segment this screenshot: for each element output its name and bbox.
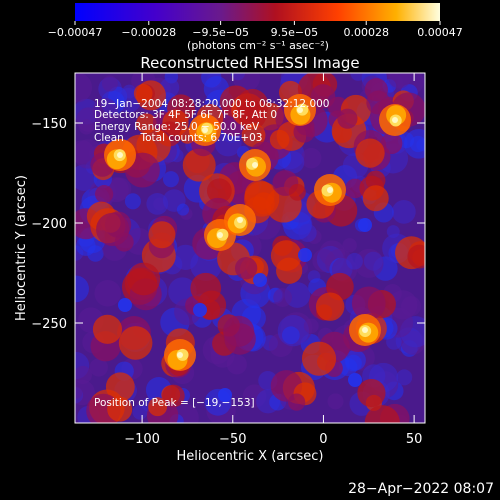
- colorbar-tick-label: 0.00047: [417, 26, 463, 39]
- colorbar: [75, 3, 440, 21]
- colorbar-ticks: −0.00047 −0.00028 −9.5e−05 9.5e−05 0.00028 0.…: [48, 21, 463, 39]
- colorbar-tick-label: −0.00028: [121, 26, 176, 39]
- heatmap-image: [75, 73, 425, 423]
- colorbar-tick-label: −0.00047: [48, 26, 103, 39]
- plot-frame: [74, 72, 426, 424]
- colorbar-tick-label: 0.00028: [343, 26, 389, 39]
- x-axis-label: Heliocentric X (arcsec): [177, 449, 324, 464]
- y-tick-label: −150: [31, 117, 67, 132]
- chart-title: Reconstructed RHESSI Image: [140, 54, 359, 72]
- x-tick-label: 50: [406, 432, 423, 447]
- x-tick-label: 0: [319, 432, 327, 447]
- colorbar-tick-label: −9.5e−05: [192, 26, 249, 39]
- colorbar-tick-label: 9.5e−05: [271, 26, 318, 39]
- axis-ticks: −100 −50 0 50 −150 −200 −250: [31, 73, 425, 447]
- annotation-detectors: Detectors: 3F 4F 5F 6F 7F 8F, Att 0: [94, 109, 278, 121]
- peak-position-label: Position of Peak = [−19,−153]: [94, 397, 255, 409]
- y-axis-label: Heliocentric Y (arcsec): [14, 175, 29, 321]
- annotation-energy-range: Energy Range: 25.0 − 50.0 keV: [94, 120, 260, 133]
- annotation-time-range: 19−Jan−2004 08:28:20.000 to 08:32:12.000: [94, 97, 330, 110]
- x-tick-label: −50: [219, 432, 246, 447]
- heatmap-blobs: [75, 73, 425, 423]
- annotation-clean-counts: Clean Total counts: 6.70E+03: [94, 132, 263, 144]
- observation-info: 19−Jan−2004 08:28:20.000 to 08:32:12.000…: [94, 87, 330, 156]
- y-tick-label: −200: [31, 217, 67, 232]
- x-tick-label: −100: [124, 432, 160, 447]
- footer-timestamp: 28−Apr−2022 08:07: [348, 481, 494, 497]
- y-tick-label: −250: [31, 317, 67, 332]
- colorbar-unit-label: (photons cm⁻² s⁻¹ asec⁻²): [187, 39, 329, 52]
